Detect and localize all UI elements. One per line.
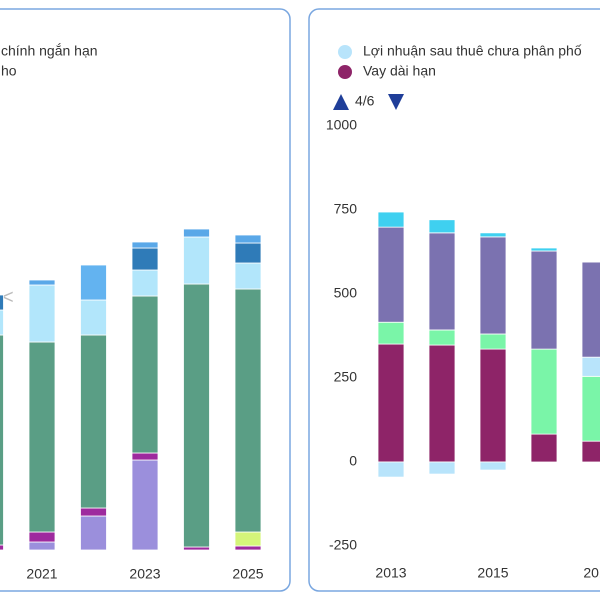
y-tick-label: 250 bbox=[334, 369, 358, 385]
legend-marker bbox=[338, 65, 352, 79]
bar-segment bbox=[479, 333, 507, 350]
bar-segment bbox=[234, 288, 262, 533]
page-down[interactable] bbox=[388, 94, 404, 110]
bar-segment bbox=[183, 546, 210, 551]
bar-segment bbox=[80, 507, 107, 517]
bar-segment bbox=[131, 241, 159, 249]
bar-segment bbox=[479, 236, 507, 335]
legend-label[interactable]: Lợi nhuận sau thuê chưa phân phố bbox=[363, 43, 582, 59]
bar-segment bbox=[80, 515, 107, 551]
bar-segment bbox=[377, 226, 405, 323]
bar-segment bbox=[131, 295, 159, 454]
x-tick-label: 2015 bbox=[477, 565, 508, 581]
bar-segment bbox=[234, 242, 262, 264]
y-tick-label: 500 bbox=[334, 285, 358, 301]
legend-label[interactable]: Vay dài hạn bbox=[363, 63, 436, 79]
bar-segment bbox=[28, 284, 56, 343]
bar-segment bbox=[530, 433, 558, 463]
y-tick-label: -250 bbox=[329, 537, 357, 553]
bar-segment bbox=[234, 545, 262, 551]
x-tick-label: 2023 bbox=[129, 566, 160, 582]
bar-segment bbox=[234, 262, 262, 290]
bar-segment bbox=[80, 264, 107, 301]
y-tick-label: 1000 bbox=[326, 117, 357, 133]
legend-label: chính ngắn hạn bbox=[1, 43, 98, 59]
bar-segment bbox=[28, 541, 56, 551]
bar-segment bbox=[479, 461, 507, 471]
bar-segment bbox=[428, 344, 456, 463]
bar-segment bbox=[377, 461, 405, 478]
right-chart: Lợi nhuận sau thuê chưa phân phố Vay dài… bbox=[326, 43, 600, 581]
bar-segment bbox=[28, 341, 56, 533]
bar-segment bbox=[479, 232, 507, 238]
bar-segment bbox=[377, 343, 405, 463]
y-tick-label: 0 bbox=[349, 453, 357, 469]
bar-segment bbox=[428, 219, 456, 234]
legend-label: ho bbox=[1, 63, 17, 79]
bar-segment bbox=[581, 261, 600, 358]
bar-segment bbox=[0, 334, 4, 546]
bar-segment bbox=[0, 309, 4, 336]
legend-marker bbox=[338, 45, 352, 59]
bar-segment bbox=[479, 348, 507, 463]
bar-segment bbox=[28, 531, 56, 543]
bar-segment bbox=[183, 228, 210, 238]
bar-segment bbox=[530, 348, 558, 435]
bar-segment bbox=[530, 247, 558, 252]
bar-segment bbox=[581, 440, 600, 463]
bar-segment bbox=[234, 234, 262, 244]
page-up[interactable] bbox=[333, 94, 349, 110]
left-chart: chính ngắn hạn ho < 2021 2023 2025 bbox=[0, 43, 264, 582]
bar-segment bbox=[131, 452, 159, 461]
scroll-arrow[interactable]: < bbox=[2, 286, 14, 308]
bar-segment bbox=[428, 461, 456, 475]
bar-segment bbox=[234, 531, 262, 547]
bar-segment bbox=[0, 544, 4, 551]
bar-segment bbox=[131, 459, 159, 551]
bar-segment bbox=[581, 356, 600, 377]
x-tick-label: 2025 bbox=[232, 566, 263, 582]
bar-segment bbox=[0, 294, 4, 311]
x-tick-label: 2021 bbox=[26, 566, 57, 582]
bar-segment bbox=[28, 279, 56, 286]
bar-segment bbox=[581, 375, 600, 442]
x-tick-label: 201 bbox=[583, 565, 600, 581]
bar-segment bbox=[131, 247, 159, 271]
bar-segment bbox=[183, 283, 210, 548]
bar-segment bbox=[80, 299, 107, 336]
bar-segment bbox=[80, 334, 107, 509]
bar-segment bbox=[428, 329, 456, 346]
x-tick-label: 2013 bbox=[375, 565, 406, 581]
y-tick-label: 750 bbox=[334, 201, 358, 217]
bar-segment bbox=[428, 232, 456, 331]
bar-segment bbox=[377, 321, 405, 345]
bar-segment bbox=[131, 269, 159, 297]
bar-segment bbox=[183, 236, 210, 285]
page-indicator: 4/6 bbox=[355, 93, 375, 109]
bar-segment bbox=[530, 250, 558, 350]
bar-segment bbox=[377, 211, 405, 228]
